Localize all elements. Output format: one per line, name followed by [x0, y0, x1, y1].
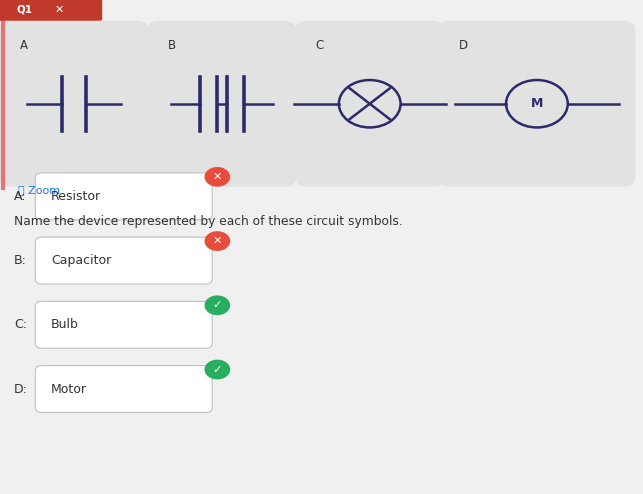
Text: Bulb: Bulb — [51, 318, 78, 331]
Text: D:: D: — [14, 382, 28, 396]
FancyBboxPatch shape — [148, 21, 296, 187]
Text: A: A — [19, 39, 28, 51]
Circle shape — [204, 231, 230, 251]
FancyBboxPatch shape — [295, 21, 444, 187]
FancyBboxPatch shape — [35, 173, 212, 220]
Text: ✕: ✕ — [55, 4, 64, 14]
Text: D: D — [458, 39, 467, 51]
Text: A:: A: — [14, 190, 26, 203]
Text: C: C — [315, 39, 323, 51]
Text: C:: C: — [14, 318, 27, 331]
Text: B:: B: — [14, 254, 27, 267]
Text: ✕: ✕ — [213, 236, 222, 246]
Text: Name the device represented by each of these circuit symbols.: Name the device represented by each of t… — [14, 215, 403, 228]
Text: Capacitor: Capacitor — [51, 254, 111, 267]
Text: ✓: ✓ — [213, 300, 222, 310]
Text: Resistor: Resistor — [51, 190, 101, 203]
FancyBboxPatch shape — [35, 301, 212, 348]
Circle shape — [204, 360, 230, 379]
Text: 🔍 Zoom: 🔍 Zoom — [18, 185, 60, 195]
FancyBboxPatch shape — [0, 0, 102, 21]
FancyBboxPatch shape — [0, 21, 148, 187]
Text: ✓: ✓ — [213, 365, 222, 374]
Text: M: M — [530, 97, 543, 110]
FancyBboxPatch shape — [35, 237, 212, 284]
Text: ✕: ✕ — [213, 172, 222, 182]
FancyBboxPatch shape — [35, 366, 212, 412]
Text: Q1: Q1 — [16, 4, 32, 14]
Text: B: B — [167, 39, 176, 51]
Circle shape — [204, 167, 230, 187]
FancyBboxPatch shape — [439, 21, 635, 187]
Circle shape — [204, 295, 230, 315]
Text: Motor: Motor — [51, 382, 87, 396]
